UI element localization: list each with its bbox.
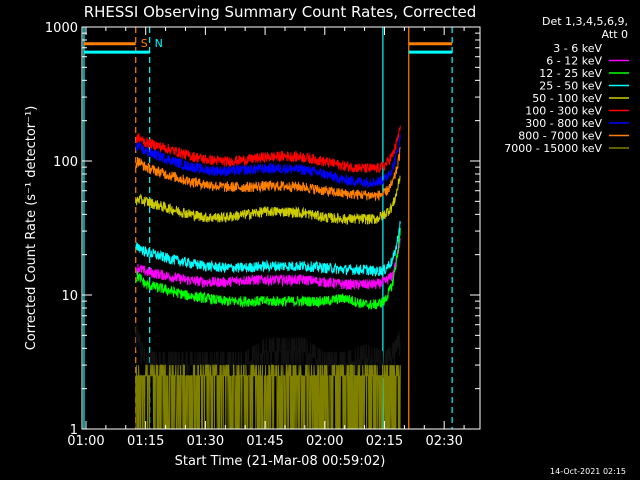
time-marker-label-S: S (141, 37, 148, 50)
series-line-7 (135, 147, 401, 201)
legend-label-8: 7000 - 15000 keV (504, 142, 602, 155)
legend-header-line2: Att 0 (602, 28, 628, 41)
x-axis-label: Start Time (21-Mar-08 00:59:02) (175, 454, 386, 469)
series-line-8 (135, 364, 401, 430)
x-tick-label-5: 02:15 (366, 434, 403, 449)
time-marker-label-N: N (155, 37, 163, 50)
chart-title: RHESSI Observing Summary Count Rates, Co… (84, 3, 477, 21)
x-tick-label-2: 01:30 (187, 434, 224, 449)
x-tick-label-6: 02:30 (425, 434, 462, 449)
series-line-2 (135, 227, 401, 310)
legend-header-line1: Det 1,3,4,5,6,9, (542, 15, 628, 28)
series-line-3 (135, 220, 401, 277)
x-tick-label-4: 02:00 (306, 434, 343, 449)
y-tick-label-1: 10 (61, 289, 78, 304)
legend-label-5: 100 - 300 keV (525, 105, 602, 118)
series-line-0 (135, 323, 401, 379)
legend-label-3: 25 - 50 keV (539, 80, 602, 93)
y-tick-label-0: 1 (70, 423, 78, 438)
legend-label-0: 3 - 6 keV (553, 42, 602, 55)
footer-timestamp: 14-Oct-2021 02:15 (550, 467, 626, 476)
legend-label-4: 50 - 100 keV (532, 92, 602, 105)
legend-label-2: 12 - 25 keV (539, 67, 602, 80)
legend-label-7: 800 - 7000 keV (518, 130, 602, 143)
x-tick-label-3: 01:45 (246, 434, 283, 449)
legend-label-6: 300 - 800 keV (525, 117, 602, 130)
series-line-4 (135, 175, 401, 226)
plot-frame (81, 26, 481, 430)
y-tick-label-2: 100 (53, 155, 78, 170)
series-line-6 (135, 134, 401, 189)
x-tick-label-0: 01:00 (67, 434, 104, 449)
y-tick-label-3: 1000 (45, 21, 78, 36)
series-line-5 (135, 125, 401, 174)
y-axis-label: Corrected Count Rate (s⁻¹ detector⁻¹) (24, 106, 39, 351)
legend-label-1: 6 - 12 keV (546, 55, 602, 68)
axes-layer: 01:00 01:15 01:30 01:45 02:00 02:15 02:30 1 10 10… (45, 21, 480, 449)
x-tick-label-1: 01:15 (127, 434, 164, 449)
series-line-1 (135, 238, 401, 290)
